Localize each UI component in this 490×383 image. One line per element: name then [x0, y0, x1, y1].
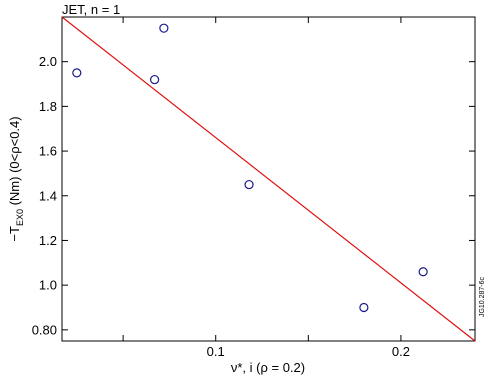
y-tick-label: 0.80 — [32, 322, 57, 337]
y-axis: 0.80 1.0 1.2 1.4 1.6 1.8 2.0 — [32, 54, 475, 337]
y-tick-label: 1.0 — [39, 278, 57, 293]
y-tick-label: 1.4 — [39, 188, 57, 203]
y-tick-label: 1.2 — [39, 233, 57, 248]
x-tick-label: 0.2 — [392, 344, 410, 359]
y-axis-label-suffix: (Nm) (0<ρ<0.4) — [7, 116, 22, 209]
x-tick-label: 0.1 — [207, 344, 225, 359]
data-point — [418, 267, 428, 277]
y-tick-label: 2.0 — [39, 54, 57, 69]
y-tick-label: 1.6 — [39, 144, 57, 159]
data-point — [72, 68, 82, 78]
y-axis-label-subscript: EX0 — [15, 209, 25, 226]
fit-line-group — [61, 16, 476, 342]
x-axis-label: ν*, i (ρ = 0.2) — [231, 360, 305, 375]
x-axis: 0.1 0.2 — [122, 17, 410, 359]
data-point — [244, 179, 254, 190]
y-axis-label-prefix: −T — [7, 226, 22, 242]
data-point — [150, 74, 160, 85]
plot-frame — [61, 16, 476, 342]
chart-title: JET, n = 1 — [62, 2, 120, 17]
y-axis-label: −TEX0 (Nm) (0<ρ<0.4) — [7, 116, 25, 241]
data-points — [72, 23, 428, 313]
data-point — [359, 302, 369, 313]
data-point — [159, 23, 169, 33]
y-tick-label: 1.8 — [39, 99, 57, 114]
watermark: JG10.287-6c — [479, 276, 486, 317]
fit-line — [61, 16, 476, 342]
